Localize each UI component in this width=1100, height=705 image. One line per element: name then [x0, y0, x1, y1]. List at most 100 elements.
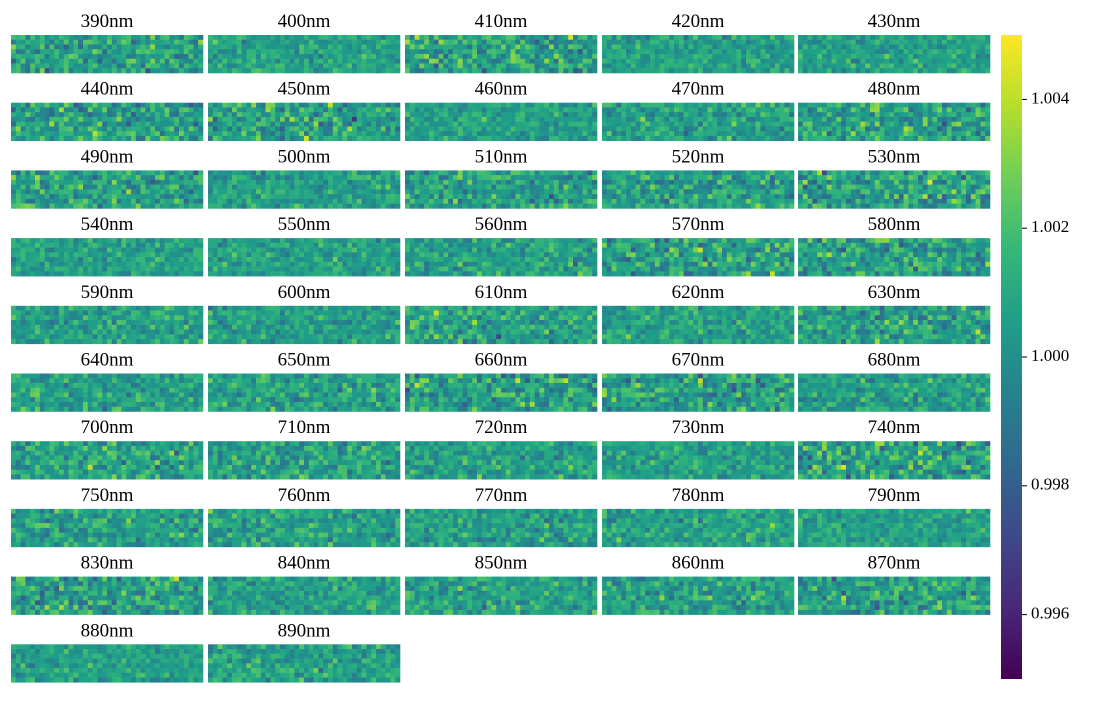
heatmap-cell — [448, 170, 454, 176]
heatmap-cell — [208, 39, 214, 45]
heatmap-cell — [587, 175, 593, 181]
heatmap-cell — [150, 126, 156, 132]
heatmap-cell — [73, 63, 79, 69]
heatmap-cell — [553, 198, 559, 204]
heatmap-cell — [102, 198, 108, 204]
heatmap-cell — [693, 198, 699, 204]
heatmap-cell — [54, 189, 60, 195]
heatmap-cell — [481, 189, 487, 195]
heatmap-cell — [702, 184, 708, 190]
heatmap-cell — [563, 107, 569, 113]
heatmap-cell — [850, 39, 856, 45]
heatmap-cell — [270, 68, 276, 74]
heatmap-cell — [54, 35, 60, 41]
heatmap-cell — [116, 184, 122, 190]
heatmap-cell — [539, 179, 545, 185]
heatmap-cell — [92, 112, 98, 118]
heatmap-cell — [222, 44, 228, 50]
heatmap-cell — [260, 179, 266, 185]
heatmap-cell — [674, 179, 680, 185]
heatmap-cell — [424, 126, 430, 132]
heatmap-cell — [602, 131, 608, 137]
heatmap-cell — [486, 49, 492, 55]
heatmap-cell — [645, 184, 651, 190]
heatmap-cell — [164, 247, 170, 253]
heatmap-cell — [731, 189, 737, 195]
heatmap-cell — [918, 54, 924, 60]
heatmap-cell — [159, 238, 165, 244]
heatmap-cell — [380, 35, 386, 41]
heatmap-cell — [807, 189, 813, 195]
heatmap-cell — [817, 102, 823, 108]
heatmap-cell — [92, 126, 98, 132]
heatmap-cell — [932, 102, 938, 108]
heatmap-cell — [707, 102, 713, 108]
heatmap-cell — [693, 112, 699, 118]
heatmap-cell — [577, 102, 583, 108]
heatmap-cell — [25, 238, 31, 244]
heatmap-cell — [946, 44, 952, 50]
heatmap-cell — [635, 58, 641, 64]
heatmap-cell — [688, 39, 694, 45]
heatmap-cell — [352, 35, 358, 41]
heatmap-cell — [826, 63, 832, 69]
heatmap-cell — [63, 242, 69, 248]
heatmap-cell — [860, 179, 866, 185]
heatmap-cell — [558, 35, 564, 41]
heatmap-cell — [765, 44, 771, 50]
heatmap-cell — [707, 63, 713, 69]
heatmap-cell — [481, 116, 487, 122]
heatmap-cell — [328, 170, 334, 176]
heatmap-cell — [49, 116, 55, 122]
heatmap-cell — [59, 107, 65, 113]
heatmap-cell — [251, 175, 257, 181]
heatmap-cell — [529, 179, 535, 185]
heatmap-cell — [789, 35, 795, 41]
heatmap-cell — [592, 179, 598, 185]
heatmap-cell — [433, 189, 439, 195]
heatmap-cell — [611, 198, 617, 204]
heatmap-cell — [429, 116, 435, 122]
heatmap-cell — [232, 107, 238, 113]
heatmap-cell — [356, 49, 362, 55]
heatmap-cell — [183, 179, 189, 185]
heatmap-cell — [481, 121, 487, 127]
heatmap-cell — [836, 175, 842, 181]
heatmap-cell — [626, 102, 632, 108]
heatmap-cell — [707, 175, 713, 181]
heatmap-cell — [385, 35, 391, 41]
heatmap-cell — [918, 203, 924, 209]
heatmap-cell — [640, 44, 646, 50]
heatmap-cell — [73, 175, 79, 181]
heatmap-cell — [15, 175, 21, 181]
heatmap-cell — [371, 54, 377, 60]
heatmap-cell — [265, 39, 271, 45]
heatmap-cell — [208, 107, 214, 113]
heatmap-cell — [802, 170, 808, 176]
heatmap-cell — [409, 68, 415, 74]
heatmap-cell — [385, 116, 391, 122]
heatmap-cell — [956, 112, 962, 118]
heatmap-cell — [879, 35, 885, 41]
heatmap-cell — [918, 63, 924, 69]
heatmap-cell — [453, 189, 459, 195]
heatmap-cell — [898, 54, 904, 60]
heatmap-cell — [563, 179, 569, 185]
heatmap-cell — [802, 107, 808, 113]
heatmap-cell — [860, 131, 866, 137]
heatmap-cell — [116, 247, 122, 253]
heatmap-cell — [54, 179, 60, 185]
heatmap-cell — [376, 39, 382, 45]
heatmap-cell — [717, 170, 723, 176]
heatmap-cell — [275, 121, 281, 127]
heatmap-cell — [356, 198, 362, 204]
heatmap-cell — [433, 44, 439, 50]
heatmap-cell — [457, 198, 463, 204]
heatmap-cell — [59, 121, 65, 127]
heatmap-cell — [879, 184, 885, 190]
heatmap-cell — [501, 194, 507, 200]
heatmap-cell — [970, 107, 976, 113]
heatmap-cell — [659, 184, 665, 190]
heatmap-cell — [525, 107, 531, 113]
heatmap-cell — [212, 131, 218, 137]
